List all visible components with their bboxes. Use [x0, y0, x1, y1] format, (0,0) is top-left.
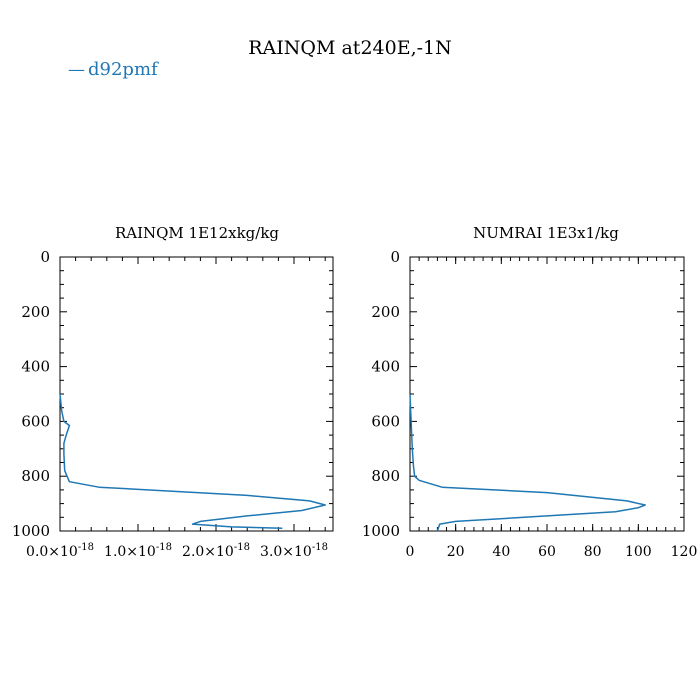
numrai-xtick-label: 60: [538, 544, 556, 560]
rainqm-panel-title: RAINQM 1E12xkg/kg: [115, 224, 279, 242]
numrai-xtick-label: 100: [625, 544, 652, 560]
numrai-xtick-label: 0: [406, 544, 415, 560]
rainqm-xtick-label: 3.0×10-18: [260, 542, 328, 560]
numrai-xtick-label: 40: [492, 544, 510, 560]
rainqm-ytick-label: 600: [21, 412, 50, 430]
legend-label: d92pmf: [88, 59, 159, 80]
numrai-axes: 0 200 400 600 800 1000 0 20 40 60 80 100 120: [362, 248, 698, 560]
rainqm-axes: 0 200 400 600 800 1000 0.0×10-18 1.0×10-18 2.0×1…: [12, 248, 333, 560]
numrai-ytick-label: 400: [371, 358, 400, 376]
rainqm-ytick-label: 1000: [12, 522, 50, 540]
numrai-series: [409, 393, 646, 532]
figure-title: RAINQM at240E,-1N: [248, 37, 452, 59]
numrai-ytick-label: 200: [371, 303, 400, 321]
rainqm-plot-frame: [59, 256, 334, 532]
rainqm-ytick-label: 0: [40, 248, 50, 266]
rainqm-panel: RAINQM 1E12xkg/kg 0 200 400 600 800 1000 0.0×1…: [12, 224, 334, 560]
rainqm-ytick-label: 400: [21, 358, 50, 376]
rainqm-series: [59, 393, 326, 530]
numrai-series-line: [409, 393, 646, 532]
numrai-xtick-label: 120: [671, 544, 698, 560]
numrai-xtick-label: 20: [447, 544, 465, 560]
numrai-ytick-label: 1000: [362, 522, 400, 540]
rainqm-series-line: [59, 393, 326, 530]
rainqm-ytick-label: 800: [21, 467, 50, 485]
legend-marker: —: [68, 60, 85, 80]
rainqm-xtick-label: 2.0×10-18: [182, 542, 250, 560]
rainqm-xtick-label: 1.0×10-18: [104, 542, 172, 560]
numrai-plot-frame: [409, 256, 685, 532]
rainqm-xtick-label: 0.0×10-18: [26, 542, 94, 560]
numrai-ytick-label: 800: [371, 467, 400, 485]
rainqm-ytick-label: 200: [21, 303, 50, 321]
legend: — d92pmf: [68, 59, 159, 80]
numrai-ytick-label: 600: [371, 412, 400, 430]
numrai-xtick-label: 80: [584, 544, 602, 560]
numrai-ytick-label: 0: [390, 248, 400, 266]
numrai-panel-title: NUMRAI 1E3x1/kg: [473, 224, 619, 242]
numrai-panel: NUMRAI 1E3x1/kg 0 200 400 600 800 1000 0 20 40 60…: [362, 224, 698, 560]
